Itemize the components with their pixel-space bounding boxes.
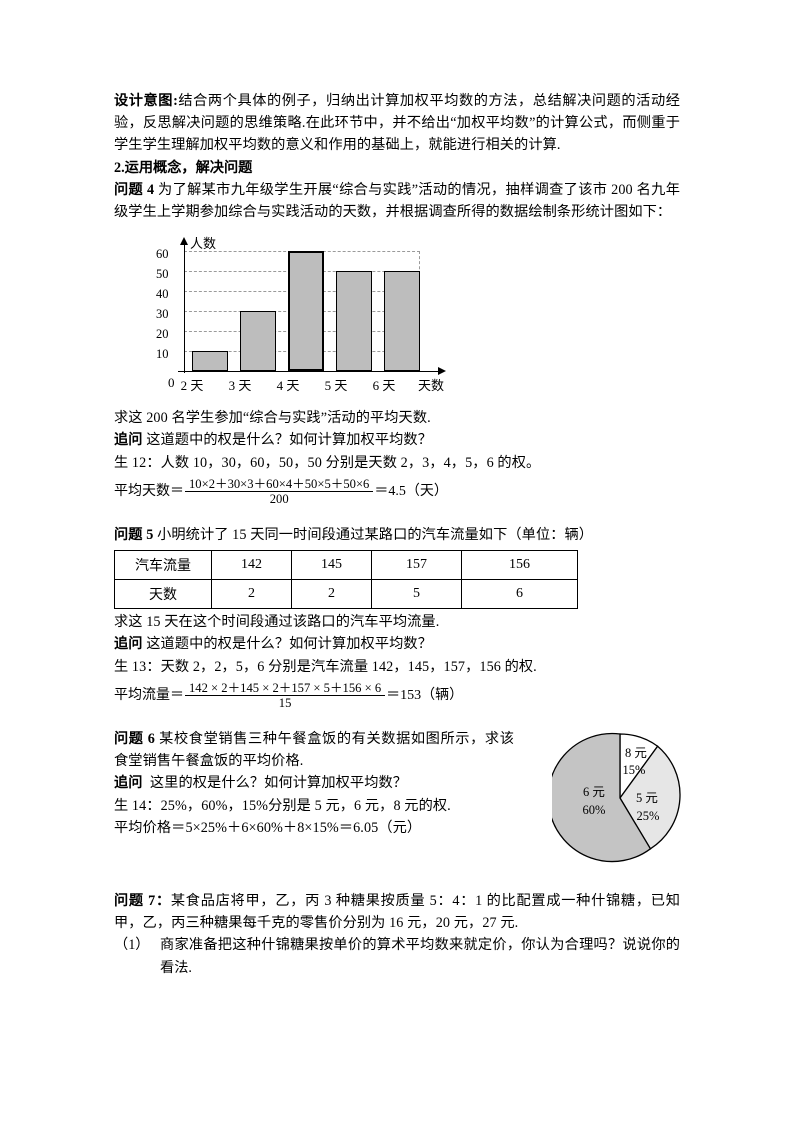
pie-percent-8yuan: 15%	[623, 763, 646, 777]
bar-2-days	[192, 351, 228, 372]
table-row-label-flow: 汽车流量	[114, 550, 212, 581]
bar-chart-xtick-1: 3 天	[228, 378, 252, 394]
bar-chart-xlabel: 天数	[418, 378, 445, 394]
question-4-followup: 追问 这道题中的权是什么？如何计算加权平均数？	[114, 429, 680, 451]
question-6-formula-line: 平均价格＝5×25%＋6×60%＋8×15%＝6.05（元）	[114, 819, 422, 836]
table-cell-flow-3: 157	[371, 550, 462, 581]
design-intent-text: 结合两个具体的例子，归纳出计算加权平均数的方法，总结解决问题的活动经验，反思解决…	[114, 93, 680, 154]
question-5-statement: 问题 5 小明统计了 15 天同一时间段通过某路口的汽车流量如下（单位：辆）	[114, 524, 680, 546]
design-intent-paragraph: 设计意图:结合两个具体的例子，归纳出计算加权平均数的方法，总结解决问题的活动经验…	[114, 90, 680, 157]
bar-5-days	[336, 271, 372, 372]
table-cell-days-2: 2	[291, 579, 372, 610]
question-4-numerator: 10×2＋30×3＋60×4＋50×5＋50×6	[189, 476, 370, 491]
bar-4-days	[288, 251, 324, 372]
table-cell-days-1: 2	[211, 579, 292, 610]
question-5-numerator: 142 × 2＋145 × 2＋157 × 5＋156 × 6	[189, 680, 382, 695]
question-4-fraction: 10×2＋30×3＋60×4＋50×5＋50×6 200	[185, 476, 374, 506]
question-6-text: 某校食堂销售三种午餐盒饭的有关数据如图所示，求该食堂销售午餐盒饭的平均价格.	[114, 731, 514, 770]
question-7-item-1-text: 商家准备把这种什锦糖果按单价的算术平均数来就定价，你认为合理吗？说说你的看法.	[160, 937, 680, 976]
bar-chart-figure: 人数 60 50 40 30 20 10 0	[114, 233, 680, 405]
question-7-label: 问题 7：	[114, 893, 171, 910]
question-5-formula: 平均流量＝ 142 × 2＋145 × 2＋157 × 5＋156 × 6 15…	[114, 682, 680, 710]
bar-chart-ytick-60: 60	[156, 246, 169, 261]
bar-chart-plot-area	[184, 251, 420, 372]
pie-slice-6yuan	[552, 732, 652, 863]
bar-chart-xtick-4: 6 天	[372, 378, 396, 394]
bar-chart-x-axis	[178, 371, 438, 373]
table-cell-days-3: 5	[371, 579, 462, 610]
table-cell-flow-2: 145	[291, 550, 372, 581]
question-7-text: 某食品店将甲，乙，丙 3 种糖果按质量 5：4：1 的比配置成一种什锦糖，已知甲…	[114, 893, 680, 932]
question-4-answer: 生 12：人数 10，30，60，50，50 分别是天数 2，3，4，5，6 的…	[114, 454, 541, 471]
question-4-formula: 平均天数＝ 10×2＋30×3＋60×4＋50×5＋50×6 200 ＝4.5（…	[114, 478, 680, 506]
pie-chart: 8 元 15% 5 元 25% 6 元 60%	[552, 730, 688, 866]
question-6-block: 问题 6 某校食堂销售三种午餐盒饭的有关数据如图所示，求该食堂销售午餐盒饭的平均…	[114, 728, 681, 863]
bar-chart-xtick-3: 5 天	[324, 378, 348, 394]
question-4-ask: 求这 200 名学生参加“综合与实践”活动的平均天数.	[114, 410, 431, 427]
table-cell-days-4: 6	[461, 579, 578, 610]
bar-chart-xtick-2: 4 天	[276, 378, 300, 394]
bar-chart-ytick-10: 10	[156, 346, 169, 361]
question-4-followup-label: 追问	[114, 432, 143, 449]
bar-6-days	[384, 271, 420, 372]
pie-label-5yuan: 5 元	[636, 791, 658, 805]
question-6-answer: 生 14：25%，60%，15%分别是 5 元，6 元，8 元的权.	[114, 797, 451, 814]
question-6-followup-text: 这里的权是什么？如何计算加权平均数？	[149, 775, 408, 792]
question-4-statement: 问题 4 为了解某市九年级学生开展“综合与实践”活动的情况，抽样调查了该市 20…	[114, 179, 680, 223]
table-row-label-days: 天数	[114, 579, 212, 610]
bar-chart-y-axis	[184, 243, 185, 374]
question-5-ask: 求这 15 天在这个时间段通过该路口的汽车平均流量.	[114, 614, 440, 631]
question-4-denominator: 200	[185, 491, 374, 506]
bar-3-days	[240, 311, 276, 372]
question-7-block: 问题 7：某食品店将甲，乙，丙 3 种糖果按质量 5：4：1 的比配置成一种什锦…	[114, 890, 680, 979]
question-4-formula-rhs: ＝4.5（天）	[374, 483, 448, 499]
question-7-item-1: （1） 商家准备把这种什锦糖果按单价的算术平均数来就定价，你认为合理吗？说说你的…	[114, 934, 680, 978]
table-cell-flow-1: 142	[211, 550, 292, 581]
question-5-formula-lhs: 平均流量＝	[114, 687, 184, 703]
bar-chart-ytick-40: 40	[156, 286, 169, 301]
pie-label-8yuan: 8 元	[625, 746, 647, 760]
question-6-label: 问题 6	[114, 731, 155, 748]
question-6-followup-label: 追问	[114, 775, 143, 792]
table-row: 天数 2 2 5 6	[114, 579, 578, 610]
traffic-flow-table: 汽车流量 142 145 157 156 天数 2 2 5 6	[114, 550, 578, 610]
question-6-followup: 追问 这里的权是什么？如何计算加权平均数？	[114, 772, 514, 794]
question-4-text: 为了解某市九年级学生开展“综合与实践”活动的情况，抽样调查了该市 200 名九年…	[114, 181, 680, 221]
pie-percent-6yuan: 60%	[583, 803, 606, 817]
question-4-label: 问题 4	[114, 181, 155, 198]
question-5-followup-label: 追问	[114, 636, 143, 653]
question-7-item-1-number: （1）	[114, 937, 150, 954]
bar-chart-ytick-20: 20	[156, 326, 169, 341]
table-row: 汽车流量 142 145 157 156	[114, 550, 578, 581]
pie-slice-5yuan	[619, 745, 681, 850]
bar-chart-x-arrow-icon	[438, 366, 446, 375]
bar-chart-xtick-0: 2 天	[180, 378, 204, 394]
question-4-formula-lhs: 平均天数＝	[114, 483, 184, 499]
bar-chart-ytick-0: 0	[168, 375, 175, 391]
pie-chart-svg: 8 元 15% 5 元 25% 6 元 60%	[552, 732, 681, 863]
bar-chart-ylabel: 人数	[190, 236, 217, 252]
question-5-denominator: 15	[185, 695, 386, 710]
question-5-fraction: 142 × 2＋145 × 2＋157 × 5＋156 × 6 15	[185, 680, 386, 710]
question-6-statement: 问题 6 某校食堂销售三种午餐盒饭的有关数据如图所示，求该食堂销售午餐盒饭的平均…	[114, 728, 514, 772]
design-intent-label: 设计意图:	[114, 93, 178, 109]
pie-label-6yuan: 6 元	[583, 785, 605, 799]
question-5-label: 问题 5	[114, 527, 154, 544]
bar-chart-ytick-50: 50	[156, 266, 169, 281]
pie-percent-5yuan: 25%	[637, 809, 660, 823]
bar-chart-y-arrow-icon	[179, 237, 188, 246]
question-5-followup-text: 这道题中的权是什么？如何计算加权平均数？	[146, 636, 432, 653]
question-5-formula-rhs: ＝153（辆）	[386, 687, 464, 703]
bar-chart: 人数 60 50 40 30 20 10 0	[150, 233, 460, 401]
table-cell-flow-4: 156	[461, 550, 578, 581]
question-5-answer: 生 13：天数 2，2，5，6 分别是汽车流量 142，145，157，156 …	[114, 658, 537, 675]
section-heading: 2.运用概念，解决问题	[114, 159, 253, 176]
question-5-text: 小明统计了 15 天同一时间段通过某路口的汽车流量如下（单位：辆）	[157, 527, 594, 544]
bar-chart-ytick-30: 30	[156, 306, 169, 321]
question-5-followup: 追问 这道题中的权是什么？如何计算加权平均数？	[114, 633, 680, 655]
question-7-statement: 问题 7：某食品店将甲，乙，丙 3 种糖果按质量 5：4：1 的比配置成一种什锦…	[114, 890, 680, 934]
question-4-followup-text: 这道题中的权是什么？如何计算加权平均数？	[146, 432, 432, 449]
question-6-text-column: 问题 6 某校食堂销售三种午餐盒饭的有关数据如图所示，求该食堂销售午餐盒饭的平均…	[114, 728, 514, 839]
